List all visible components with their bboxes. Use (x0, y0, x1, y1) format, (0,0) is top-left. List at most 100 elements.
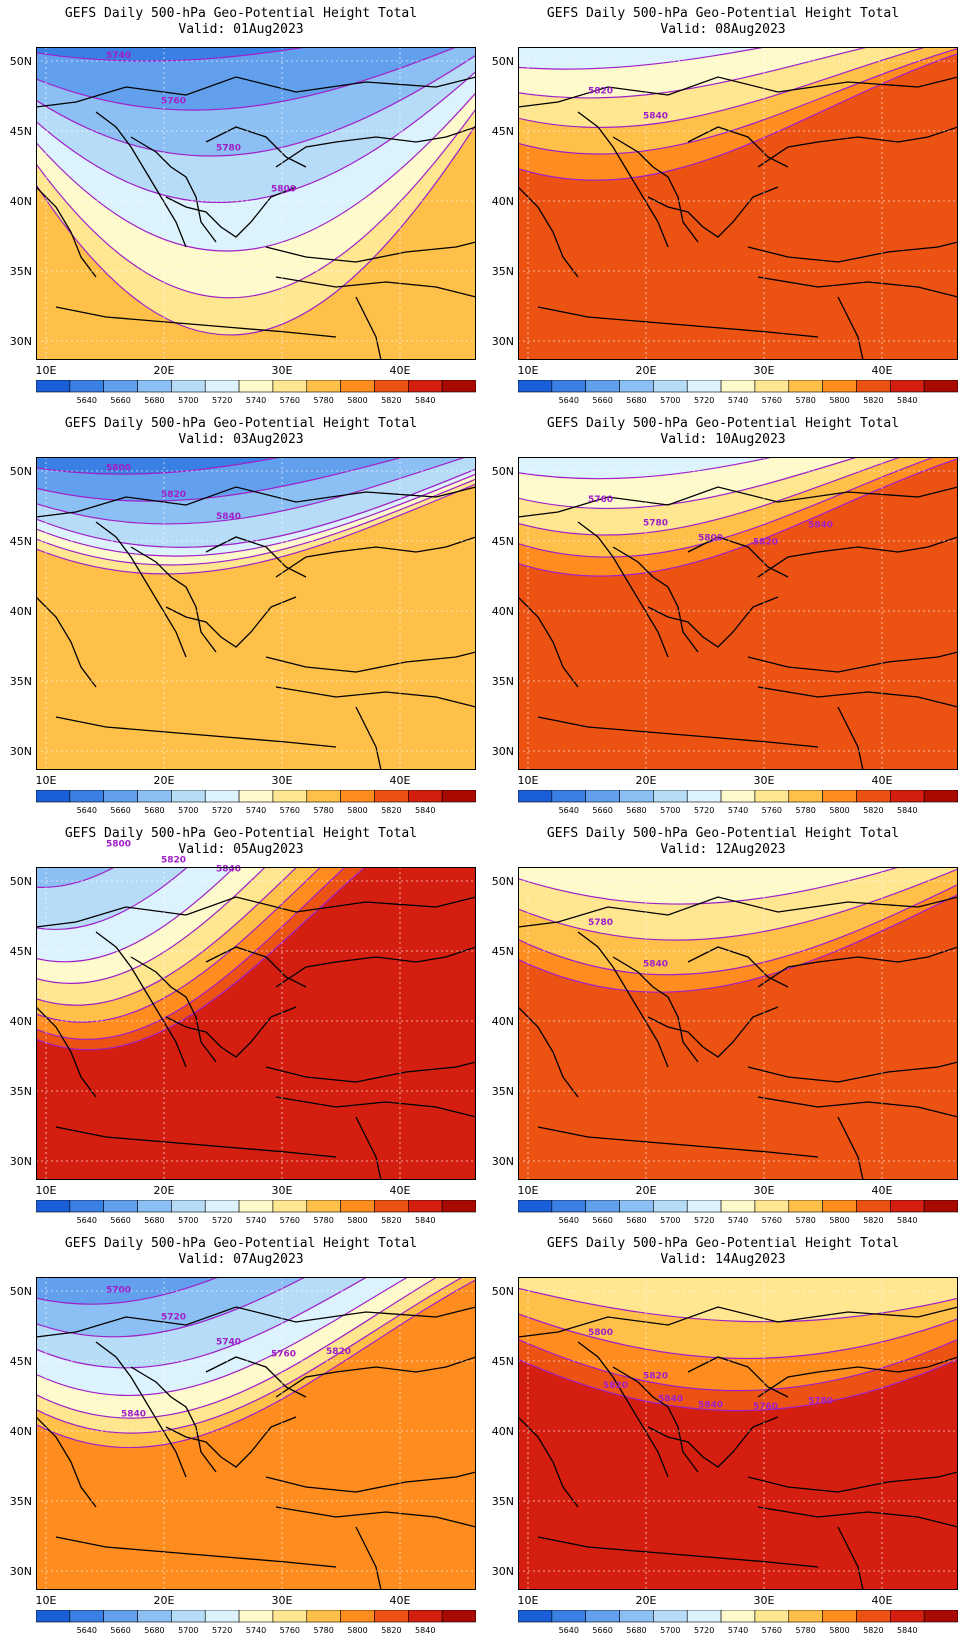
colorbar-label: 5720 (694, 806, 714, 815)
lon-tick-label: 30E (272, 1184, 293, 1197)
coastline (612, 956, 699, 1063)
coastline (612, 136, 699, 243)
contour-label: 5760 (271, 1350, 296, 1360)
colorbar-label: 5640 (77, 396, 97, 405)
lat-lon-grid (518, 457, 958, 770)
lon-tick-label: 30E (272, 364, 293, 377)
lon-tick-label: 40E (872, 1594, 893, 1607)
coastline (275, 946, 476, 988)
coastline (577, 521, 669, 658)
height-field (36, 867, 476, 1180)
map-panel-10aug: GEFS Daily 500-hPa Geo-Potential Height … (482, 410, 964, 820)
colorbar-swatch (856, 790, 891, 803)
colorbar-swatch (686, 1200, 722, 1213)
map-panel-03aug: GEFS Daily 500-hPa Geo-Potential Height … (0, 410, 482, 820)
contour-line (36, 867, 236, 963)
contour-line (518, 458, 958, 577)
colorbar: 5640 5660 5680 5700 5720 5740 5760 5780 5800 5820… (518, 790, 958, 815)
colorbar-label: 5820 (863, 1216, 883, 1225)
band-fill (518, 894, 958, 1180)
coastline (837, 706, 864, 770)
lon-tick-label: 20E (154, 364, 175, 377)
colorbar-swatch (103, 1200, 138, 1213)
colorbar-label: 5720 (694, 1216, 714, 1225)
lat-lon-grid (518, 1277, 958, 1590)
coastline (265, 241, 476, 263)
coastline (130, 1366, 217, 1473)
coastline (757, 536, 958, 578)
coastline (130, 546, 217, 653)
lon-tick-label: 40E (872, 774, 893, 787)
colorbar-swatch (585, 1610, 620, 1623)
colorbar-swatch (340, 1200, 375, 1213)
band-fill (518, 1359, 958, 1590)
colorbar-swatch (923, 380, 958, 393)
colorbar-label: 5780 (314, 806, 334, 815)
contour-label: 5800 (271, 185, 296, 195)
colorbar-swatch (686, 380, 722, 393)
colorbar-label: 5640 (77, 1216, 97, 1225)
coastline (205, 1356, 307, 1398)
colorbar-label: 5660 (592, 806, 612, 815)
height-map: 5820 5840 50N 45N 40N 35N 30N 10E 20E 30E 40E (492, 47, 958, 377)
colorbar-label: 5840 (415, 1626, 435, 1635)
colorbar-swatch (137, 380, 172, 393)
coastline (537, 716, 819, 748)
lat-tick-label: 35N (10, 265, 32, 278)
colorbar-swatch (653, 380, 688, 393)
coastline (747, 241, 958, 263)
height-map: 5760 5780 5800 5820 5840 50N 45N 40N 35N 30N 10E 20… (492, 457, 958, 787)
lat-tick-label: 40N (492, 195, 514, 208)
colorbar-swatch (238, 1200, 274, 1213)
coastline (757, 1356, 958, 1398)
lon-tick-label: 10E (36, 1594, 57, 1607)
colorbar-swatch (36, 1200, 71, 1213)
colorbar-swatch (890, 1200, 925, 1213)
coastline (36, 1306, 476, 1338)
colorbar-swatch (788, 1610, 823, 1623)
contour-label: 5820 (161, 855, 186, 865)
lon-tick-label: 40E (390, 364, 411, 377)
panel-valid-date: Valid: 14Aug2023 (660, 1252, 786, 1267)
lat-tick-label: 30N (492, 745, 514, 758)
colorbar-swatch (441, 1610, 476, 1623)
colorbar-swatch (441, 380, 476, 393)
colorbar-label: 5840 (415, 806, 435, 815)
coastline (275, 276, 476, 298)
colorbar-label: 5700 (660, 806, 680, 815)
colorbar-swatch (441, 1200, 476, 1213)
colorbar-label: 5740 (728, 806, 748, 815)
colorbar-swatch (856, 1200, 891, 1213)
colorbar-swatch (923, 1200, 958, 1213)
coastline (275, 536, 476, 578)
height-field (36, 47, 476, 360)
coastline (265, 651, 476, 673)
coastline (205, 946, 307, 988)
colorbar-swatch (551, 1610, 586, 1623)
colorbar-label: 5680 (626, 396, 646, 405)
colorbar-swatch (754, 790, 790, 803)
lon-tick-label: 30E (272, 1594, 293, 1607)
contour-label: 5760 (753, 1402, 778, 1412)
colorbar-swatch (306, 1610, 341, 1623)
height-map: 5700 5720 5740 5760 5820 5840 50N 45N 40N 35N 30N 1… (10, 1277, 476, 1607)
map-frame (518, 1277, 958, 1590)
panel-title: GEFS Daily 500-hPa Geo-Potential Height … (64, 826, 418, 841)
colorbar-swatch (822, 380, 857, 393)
colorbar-label: 5820 (381, 1216, 401, 1225)
colorbar-swatch (788, 1200, 823, 1213)
colorbar-label: 5720 (212, 396, 232, 405)
colorbar-label: 5740 (246, 396, 266, 405)
lat-tick-label: 35N (492, 675, 514, 688)
contour-label: 5820 (161, 490, 186, 500)
coastlines (518, 486, 958, 770)
colorbar-swatch (754, 1200, 790, 1213)
lat-tick-label: 40N (10, 1015, 32, 1028)
panel-valid-date: Valid: 07Aug2023 (178, 1252, 304, 1267)
lat-lon-grid (36, 867, 476, 1180)
colorbar-swatch (36, 790, 71, 803)
contour-line (36, 1277, 307, 1338)
colorbar-label: 5800 (347, 1216, 367, 1225)
contour-line (36, 47, 458, 111)
colorbar-label: 5780 (796, 1216, 816, 1225)
